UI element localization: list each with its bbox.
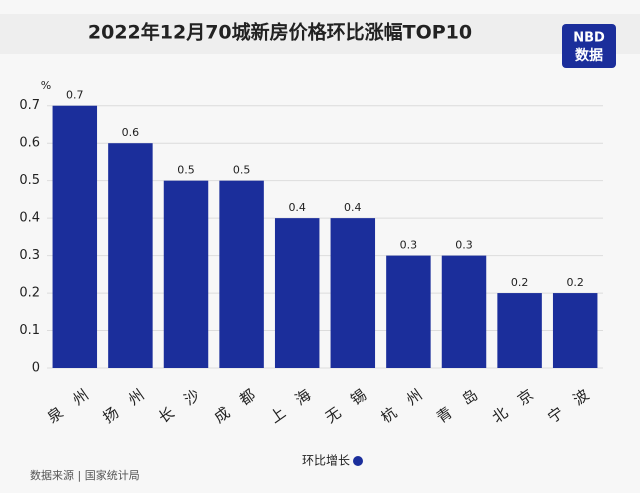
bar [108,143,153,368]
value-label: 0.2 [511,276,529,289]
y-tick-label: 0 [32,361,40,376]
y-unit: % [41,79,51,92]
bar [163,180,209,368]
bar [330,218,376,368]
logo-top: NBD [573,31,605,46]
value-label: 0.3 [400,239,418,252]
value-label: 0.7 [66,89,84,102]
value-label: 0.5 [233,164,251,177]
bar [386,255,431,368]
chart-title: 2022年12月70城新房价格环比涨幅TOP10 [88,21,472,44]
y-tick-label: 0.1 [19,323,40,338]
title-band [0,14,640,54]
y-tick-label: 0.2 [19,286,40,301]
legend-label: 环比增长 [302,454,350,468]
y-tick-label: 0.5 [19,173,40,188]
value-label: 0.6 [122,126,140,139]
logo-bottom: 数据 [575,47,603,64]
bar [441,255,487,368]
bar [52,105,98,368]
bar [219,180,264,368]
legend-swatch [353,456,363,466]
value-label: 0.3 [455,239,473,252]
y-tick-label: 0.6 [19,136,40,151]
logo-box [562,24,616,68]
bar [274,218,320,368]
value-label: 0.4 [288,201,306,214]
value-label: 0.4 [344,201,362,214]
value-label: 0.5 [177,164,195,177]
value-label: 0.2 [566,276,584,289]
y-tick-label: 0.4 [19,211,40,226]
y-tick-label: 0.7 [19,98,40,113]
y-tick-label: 0.3 [19,248,40,263]
bar [497,293,542,368]
source: 数据来源 | 国家统计局 [30,468,140,482]
bar [552,293,598,368]
